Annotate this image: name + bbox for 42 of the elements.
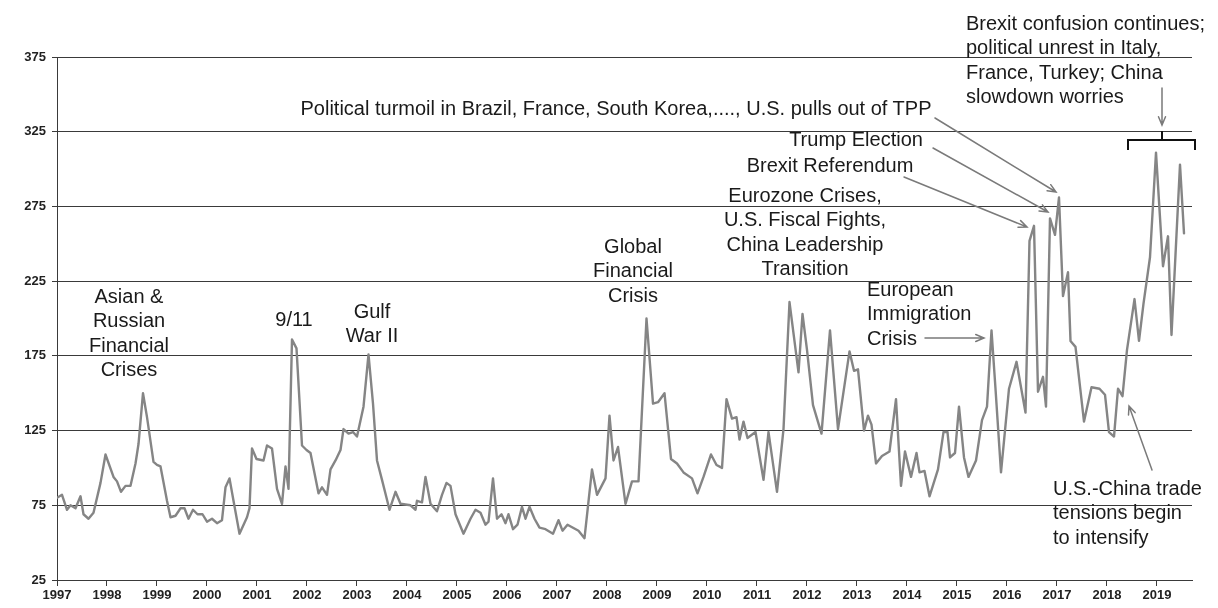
y-tick-label: 125: [24, 422, 46, 438]
x-tick-label: 2016: [992, 587, 1022, 603]
annotation: 9/11: [275, 307, 313, 330]
x-tick-label: 2005: [442, 587, 472, 603]
annotation: Trump Election: [789, 127, 923, 150]
annotation: Asian & Russian Financial Crises: [88, 284, 170, 381]
x-tick-label: 1998: [92, 587, 122, 603]
y-tick-label: 75: [31, 496, 46, 512]
x-tick-label: 2007: [542, 587, 572, 603]
x-tick-label: 1997: [42, 587, 72, 603]
annotation: European Immigration Crisis: [867, 277, 972, 349]
annotation: U.S.-China trade tensions begin to intensify: [1053, 476, 1202, 548]
x-tick-label: 2009: [642, 587, 672, 603]
x-tick-label: 2019: [1142, 587, 1172, 603]
x-tick-label: 2011: [742, 587, 772, 603]
x-tick-label: 2015: [942, 587, 972, 603]
x-tick-label: 2004: [392, 587, 423, 603]
x-tick-label: 2013: [842, 587, 872, 603]
annotation: Gulf War II: [345, 299, 399, 347]
x-tick-label: 2002: [292, 587, 322, 603]
annotation: Global Financial Crisis: [592, 234, 674, 306]
x-tick-label: 2017: [1042, 587, 1072, 603]
x-tick-label: 2018: [1092, 587, 1122, 603]
x-tick-label: 2014: [892, 587, 923, 603]
x-tick-label: 2010: [692, 587, 722, 603]
annotation: Eurozone Crises, U.S. Fiscal Fights, China Leadership Transition: [723, 183, 887, 280]
y-tick-label: 225: [24, 272, 46, 288]
x-tick-label: 2003: [342, 587, 372, 603]
y-tick-label: 325: [24, 123, 46, 139]
y-tick-label: 175: [24, 347, 46, 363]
y-tick-label: 275: [24, 198, 46, 214]
annotation: Brexit confusion continues; political unrest in Italy, France, Turkey; China slowdown worries: [966, 11, 1206, 108]
y-tick-label: 375: [24, 48, 46, 64]
x-tick-label: 2008: [592, 587, 622, 603]
x-tick-label: 1999: [142, 587, 172, 603]
x-tick-label: 2006: [492, 587, 522, 603]
x-tick-label: 2000: [192, 587, 222, 603]
y-tick-label: 25: [31, 571, 46, 587]
annotation: Brexit Referendum: [746, 153, 914, 176]
x-tick-label: 2001: [242, 587, 272, 603]
annotation: Political turmoil in Brazil, France, South Korea,...., U.S. pulls out of TPP: [300, 96, 932, 119]
x-tick-label: 2012: [792, 587, 822, 603]
